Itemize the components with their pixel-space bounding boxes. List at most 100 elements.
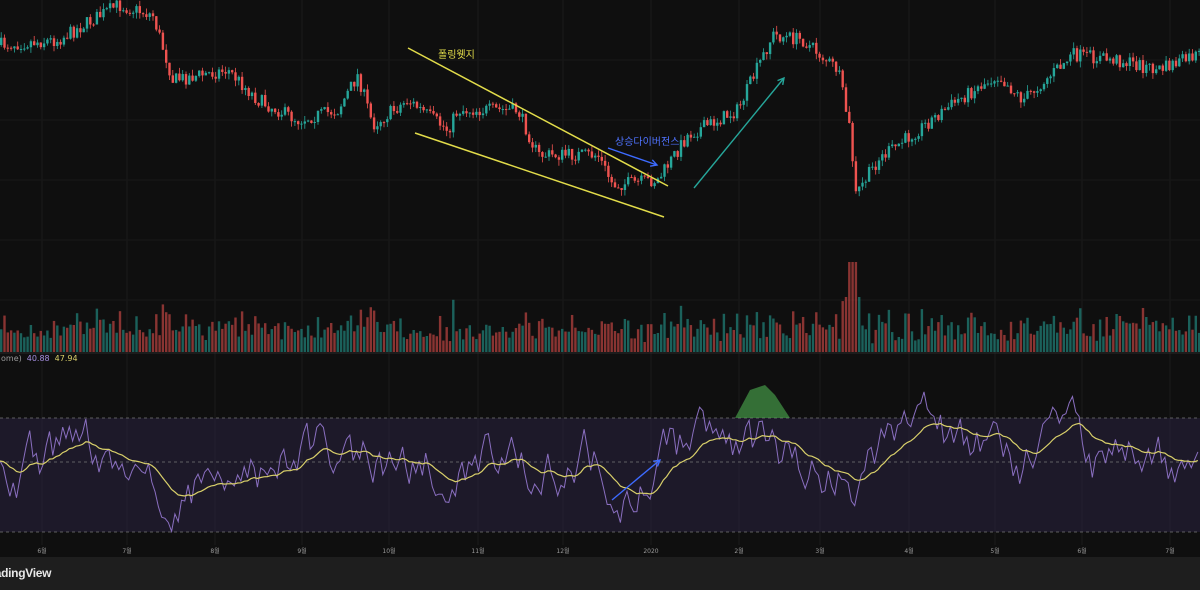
candle-body [1072, 48, 1075, 55]
candle-body [356, 74, 359, 87]
candle-body [534, 144, 537, 148]
candle-body [1164, 60, 1168, 71]
volume-bar [706, 327, 709, 352]
candle-body [999, 80, 1003, 82]
volume-bar [1174, 330, 1178, 352]
candle-body [1118, 55, 1122, 68]
candle-body [105, 8, 108, 10]
candle-body [224, 71, 227, 74]
volume-bar [1118, 315, 1122, 352]
candle-body [481, 113, 485, 116]
volume-bar [125, 332, 128, 352]
volume-bar [498, 331, 501, 352]
volume-bar [818, 324, 821, 352]
volume-bar [79, 321, 82, 352]
volume-bar [287, 325, 290, 352]
volume-bar [917, 339, 920, 352]
wedge-upper-trendline [407, 47, 669, 187]
candle-body [729, 116, 732, 118]
candle-body [293, 121, 297, 123]
candle-body [910, 139, 914, 142]
candle-body [1095, 61, 1098, 64]
volume-bar [3, 315, 6, 352]
volume-bar [547, 326, 551, 352]
volume-bar [544, 327, 547, 352]
volume-bar [1052, 315, 1056, 352]
candle-body [778, 34, 782, 42]
volume-bar [422, 336, 425, 352]
rsi-overbought-fill [735, 385, 790, 418]
candle-body [36, 42, 39, 46]
volume-bar [349, 315, 353, 352]
volume-bar [795, 324, 798, 352]
candle-body [643, 175, 646, 177]
candle-body [191, 75, 194, 81]
candle-body [1016, 92, 1019, 94]
volume-bar [158, 335, 161, 352]
candle-body [112, 3, 115, 8]
volume-bar [448, 341, 452, 352]
volume-bar [656, 332, 660, 352]
volume-bar [937, 322, 940, 352]
volume-bar [1095, 340, 1098, 352]
candle-body [557, 157, 561, 160]
candle-body [976, 86, 980, 92]
volume-bar [689, 325, 693, 352]
volume-bar [887, 309, 891, 352]
candle-body [49, 38, 52, 40]
volume-bar [924, 334, 927, 352]
candle-body [1158, 65, 1161, 70]
volume-bar [237, 336, 240, 352]
volume-bar [207, 326, 211, 352]
volume-bar [85, 322, 89, 352]
candle-body [600, 156, 603, 161]
candle-body [1098, 55, 1102, 62]
candle-body [9, 47, 13, 49]
volume-bar [607, 323, 610, 352]
x-tick-label: 8월 [210, 547, 219, 555]
volume-bar [551, 327, 554, 352]
candle-body [881, 154, 884, 161]
candle-body [891, 144, 894, 147]
volume-bar [636, 329, 640, 352]
candle-body [1092, 50, 1095, 64]
candle-body [1062, 63, 1065, 69]
volume-bar [1161, 323, 1164, 352]
volume-bar [541, 318, 544, 352]
volume-bar [831, 326, 834, 352]
candle-body [155, 16, 158, 30]
tradingview-logo[interactable]: TradingView [0, 566, 52, 580]
candle-body [693, 136, 696, 138]
candle-body [1082, 49, 1085, 52]
volume-bar [95, 308, 99, 352]
volume-bar [686, 318, 689, 352]
volume-bar [379, 331, 382, 352]
volume-bar [815, 312, 818, 352]
volume-bar [702, 324, 706, 352]
volume-bar [891, 332, 894, 352]
volume-bar [148, 329, 151, 352]
volume-bar [161, 304, 165, 352]
volume-bar [1128, 323, 1131, 352]
candle-body [1089, 50, 1092, 53]
volume-bar [699, 320, 702, 352]
volume-bar [531, 335, 534, 352]
candle-body [722, 111, 726, 125]
volume-bar [650, 324, 653, 352]
volume-bar [303, 337, 306, 352]
candle-body [501, 109, 504, 111]
volume-bar [927, 326, 930, 352]
candle-body [231, 70, 234, 73]
candle-body [785, 35, 788, 38]
candle-body [95, 11, 99, 25]
volume-bar [1079, 308, 1082, 352]
candle-body [640, 175, 643, 181]
volume-bar [821, 327, 825, 352]
candle-body [1065, 61, 1069, 64]
candle-body [897, 143, 900, 147]
volume-bar [1158, 331, 1161, 352]
candle-body [1148, 63, 1151, 65]
candle-body [452, 113, 455, 133]
